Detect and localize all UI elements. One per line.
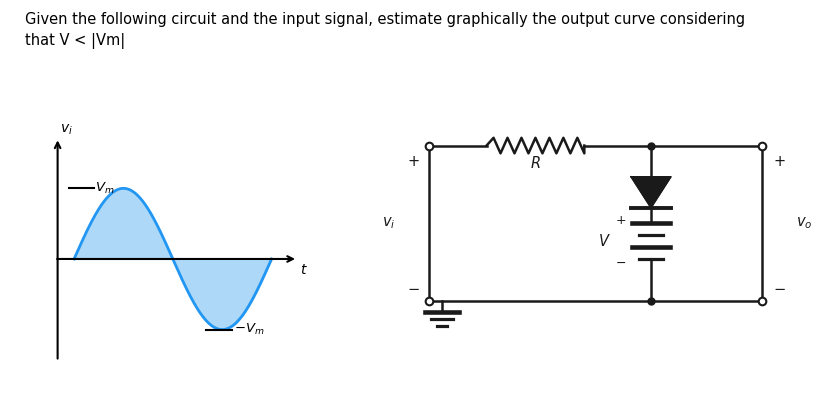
Polygon shape — [631, 177, 671, 208]
Text: $v_o$: $v_o$ — [796, 215, 812, 231]
Text: $v_i$: $v_i$ — [60, 123, 73, 138]
Text: $-V_m$: $-V_m$ — [234, 322, 264, 337]
Text: $-$: $-$ — [407, 280, 420, 295]
Text: $+$: $+$ — [407, 154, 420, 169]
Text: $+$: $+$ — [615, 214, 626, 227]
Text: $-$: $-$ — [616, 255, 626, 269]
Text: $V$: $V$ — [597, 233, 611, 249]
Text: Given the following circuit and the input signal, estimate graphically the outpu: Given the following circuit and the inpu… — [25, 12, 745, 49]
Text: $R$: $R$ — [530, 154, 541, 171]
Text: $-$: $-$ — [773, 280, 785, 295]
Text: $v_i$: $v_i$ — [382, 215, 396, 231]
Text: $V_m$: $V_m$ — [95, 181, 115, 196]
Text: $+$: $+$ — [773, 154, 785, 169]
Text: $t$: $t$ — [300, 262, 308, 276]
